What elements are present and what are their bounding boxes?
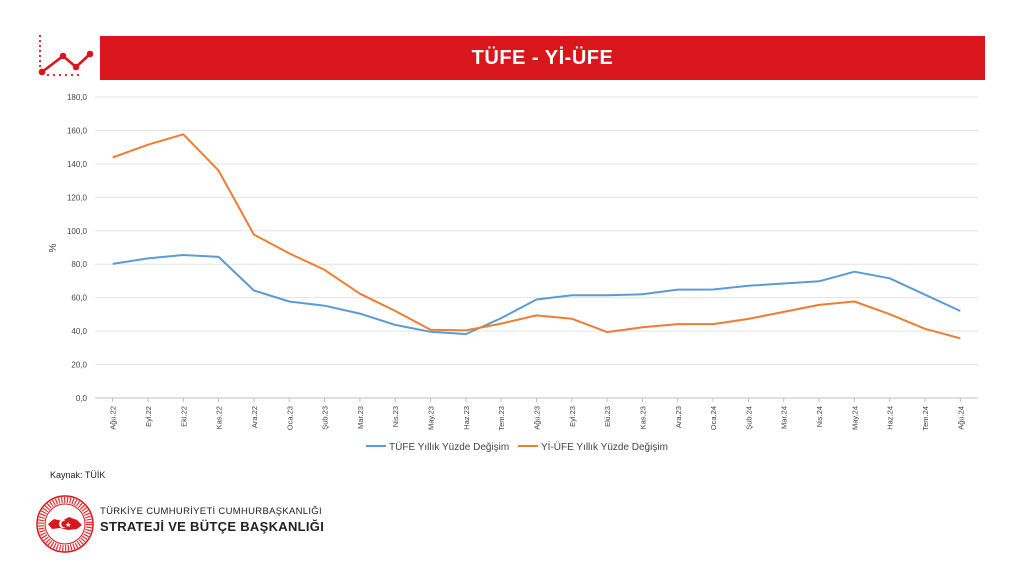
legend-label-yiufe: Yİ-ÜFE Yıllık Yüzde Değişim [541, 440, 668, 453]
x-tick-label: Ağu.23 [533, 406, 542, 430]
x-tick-label: Eyl.22 [144, 406, 153, 427]
x-tick-label: Haz.24 [886, 406, 895, 430]
x-tick-label: Eyl.23 [568, 406, 577, 427]
y-tick-label: 40,0 [71, 327, 87, 336]
y-axis-label: % [48, 243, 59, 252]
x-axis-ticks: Ağu.22 Eyl.22 Eki.22 Kas.22 Ara.22 Oca.23 Şub.… [109, 398, 965, 431]
x-tick-label: Nis.23 [391, 406, 400, 427]
x-tick-label: May.24 [850, 406, 859, 430]
x-tick-label: Nis.24 [815, 406, 824, 427]
x-tick-label: Mar.24 [780, 406, 789, 429]
x-tick-label: Oca.23 [285, 406, 294, 430]
x-tick-label: Ağu.22 [109, 406, 118, 430]
title-banner: TÜFE - Yİ-ÜFE [100, 36, 985, 80]
trend-line-icon [38, 34, 94, 77]
x-tick-label: Şub.24 [744, 406, 753, 430]
line-chart: 0,0 20,0 40,0 60,0 80,0 100,0 120,0 140,0 160,0 1… [48, 93, 978, 453]
x-tick-label: Mar.23 [356, 406, 365, 429]
x-tick-label: Ara.23 [674, 406, 683, 428]
x-tick-label: Ağu.24 [956, 406, 965, 430]
x-tick-label: Haz.23 [462, 406, 471, 430]
series-line-yiufe [112, 133, 961, 340]
series-line-tufe [112, 254, 961, 336]
legend-label-tufe: TÜFE Yıllık Yüzde Değişim [389, 441, 509, 453]
chart-legend: TÜFE Yıllık Yüzde Değişim Yİ-ÜFE Yıllık … [366, 440, 668, 453]
x-tick-label: Kas.23 [638, 406, 647, 429]
chart-gridlines [95, 96, 978, 399]
y-tick-label: 100,0 [67, 227, 88, 236]
y-tick-label: 180,0 [67, 93, 88, 102]
y-tick-label: 20,0 [71, 361, 87, 370]
organization-line1: TÜRKİYE CUMHURİYETİ CUMHURBAŞKANLIĞI [100, 506, 322, 517]
x-tick-label: Tem.24 [921, 406, 930, 431]
y-tick-label: 120,0 [67, 193, 88, 202]
government-seal-icon [36, 495, 94, 553]
x-tick-label: Oca.24 [709, 406, 718, 430]
x-tick-label: Eki.23 [603, 406, 612, 427]
y-tick-label: 140,0 [67, 160, 88, 169]
y-tick-label: 0,0 [76, 394, 88, 403]
organization-logo: TÜRKİYE CUMHURİYETİ CUMHURBAŞKANLIĞI STR… [34, 494, 334, 554]
x-tick-label: Kas.22 [215, 406, 224, 429]
y-axis-ticks: 0,0 20,0 40,0 60,0 80,0 100,0 120,0 140,0 160,0 1… [67, 93, 88, 403]
y-tick-label: 80,0 [71, 260, 87, 269]
x-tick-label: Tem.23 [497, 406, 506, 431]
chart-series [112, 133, 961, 340]
organization-name: STRATEJİ VE BÜTÇE BAŞKANLIĞI [100, 519, 325, 534]
x-tick-label: Eki.22 [179, 406, 188, 427]
chart-title: TÜFE - Yİ-ÜFE [471, 47, 614, 69]
x-tick-label: Ara.22 [250, 406, 259, 428]
y-tick-label: 160,0 [67, 126, 88, 135]
x-tick-label: Şub.23 [321, 406, 330, 430]
x-tick-label: May.23 [427, 406, 436, 430]
y-tick-label: 60,0 [71, 294, 87, 303]
source-note: Kaynak: TÜİK [50, 470, 106, 480]
